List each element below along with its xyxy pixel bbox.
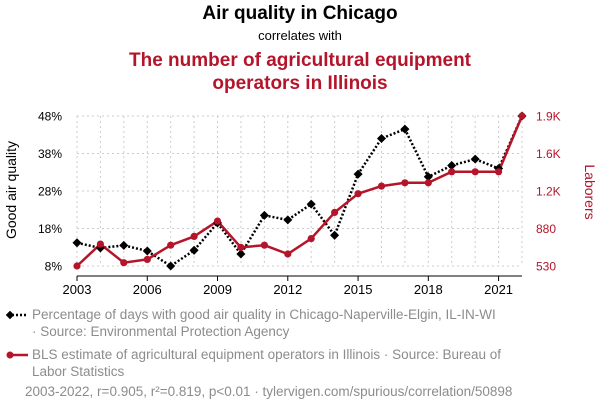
data-point-air-quality: [142, 246, 152, 256]
data-point-operators: [401, 179, 409, 187]
chart-subtitle: correlates with: [258, 28, 342, 43]
data-point-operators: [96, 240, 104, 248]
series-line-air-quality: [76, 115, 524, 268]
data-point-operators: [260, 241, 268, 249]
data-point-operators: [448, 168, 456, 176]
data-point-air-quality: [376, 133, 387, 144]
data-point-air-quality: [330, 230, 340, 240]
data-point-operators: [143, 255, 151, 263]
legend-dotted-line-icon: [6, 310, 28, 320]
y-tick-label-left: 38%: [38, 147, 62, 161]
data-point-operators: [424, 179, 432, 187]
data-point-operators: [237, 243, 245, 251]
data-point-operators: [73, 262, 81, 270]
x-tick-label: 2018: [414, 282, 443, 297]
y-axis-label-right: Laborers: [582, 164, 598, 219]
x-tick-label: 2012: [273, 282, 302, 297]
y-tick-label-right: 530: [536, 260, 556, 274]
data-point-operators: [377, 182, 386, 190]
x-tick-label: 2003: [63, 282, 92, 297]
data-point-operators: [307, 235, 315, 243]
data-point-operators: [518, 112, 526, 120]
second-title-line-1: The number of agricultural equipment: [128, 50, 472, 71]
chart-title: Air quality in Chicago: [202, 3, 398, 24]
data-point-operators: [331, 208, 339, 216]
legend-label-air-quality: Percentage of days with good air quality…: [32, 307, 496, 339]
chart-footer: 2003-2022, r=0.905, r²=0.819, p<0.01 · t…: [25, 384, 513, 399]
second-title-line-2: operators in Illinois: [212, 73, 388, 94]
y-tick-label-left: 8%: [45, 260, 63, 274]
y-tick-label-left: 28%: [38, 185, 62, 199]
x-tick-label: 2009: [203, 282, 232, 297]
data-point-operators: [284, 250, 292, 258]
x-tick-label: 2021: [484, 282, 513, 297]
data-point-air-quality: [470, 154, 480, 164]
y-tick-label-right: 880: [536, 222, 556, 236]
y-tick-label-right: 1.6K: [536, 147, 561, 161]
legend-label-operators: BLS estimate of agricultural equipment o…: [32, 347, 501, 379]
data-point-operators: [354, 190, 362, 198]
data-point-operators: [120, 259, 128, 267]
data-point-operators: [213, 217, 222, 225]
data-point-air-quality: [72, 238, 82, 248]
series-line-operators: [76, 115, 524, 267]
y-tick-label-right: 1.9K: [536, 110, 561, 124]
data-point-operators: [471, 168, 479, 176]
x-tick-label: 2006: [133, 282, 162, 297]
chart-second-title: The number of agricultural equipment ope…: [0, 49, 600, 95]
y-tick-label-left: 48%: [38, 110, 62, 124]
data-point-operators: [495, 168, 503, 176]
y-tick-label-right: 1.2K: [536, 185, 561, 199]
data-point-air-quality: [119, 240, 129, 250]
data-point-operators: [167, 241, 175, 249]
data-point-operators: [190, 232, 198, 240]
y-tick-label-left: 18%: [38, 222, 62, 236]
x-tick-label: 2015: [344, 282, 373, 297]
data-point-air-quality: [400, 124, 410, 134]
legend-solid-line-icon: [6, 351, 28, 359]
data-point-air-quality: [259, 210, 269, 220]
y-axis-label-left: Good air quality: [3, 141, 19, 239]
data-point-air-quality: [166, 261, 176, 271]
data-point-air-quality: [189, 245, 199, 255]
